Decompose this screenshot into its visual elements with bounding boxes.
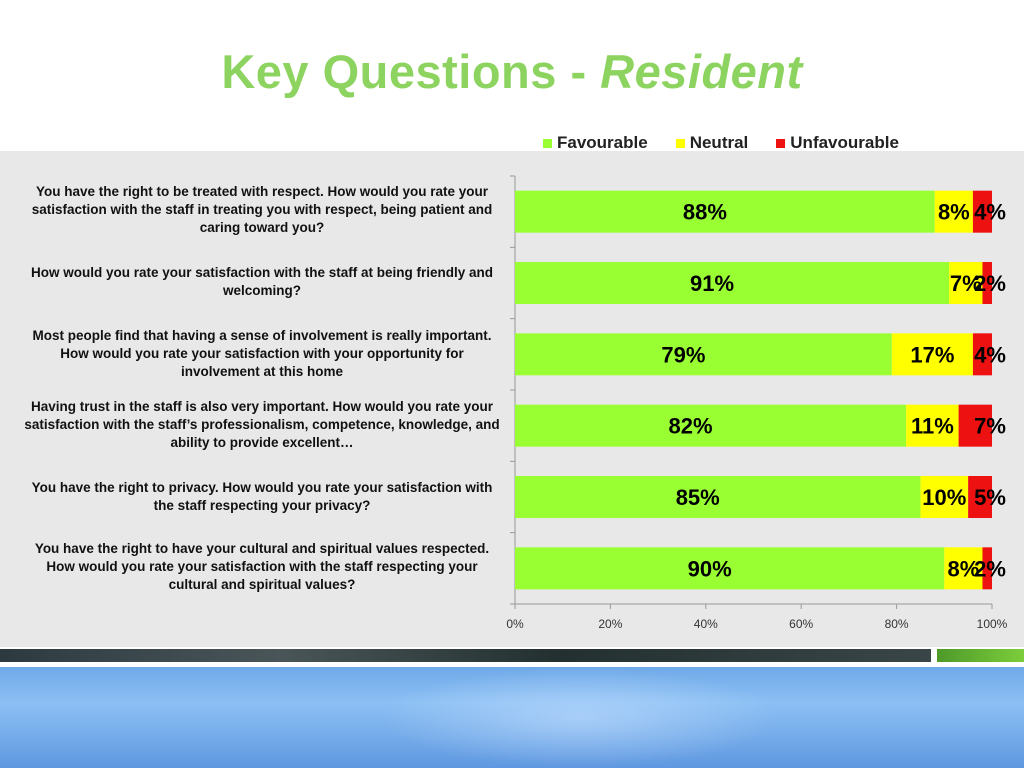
bar-segment-neutral (944, 547, 983, 590)
bar-segment-neutral (920, 476, 969, 518)
bar-segment-unfavourable (972, 190, 992, 233)
legend-item-favourable: Favourable (543, 133, 648, 153)
data-label-unfavourable: 4% (974, 200, 1006, 225)
bar-segment-favourable (515, 262, 950, 304)
data-label-neutral: 7% (950, 271, 982, 296)
x-tick-label: 40% (694, 617, 718, 631)
data-label-neutral: 11% (911, 414, 954, 439)
legend-label-neutral: Neutral (689, 133, 749, 152)
x-tick-label: 0% (506, 617, 524, 631)
bar-segment-unfavourable (982, 547, 992, 590)
bar-segment-unfavourable (972, 333, 992, 376)
title-main: Key Questions - (221, 45, 601, 98)
bar-segment-unfavourable (968, 476, 992, 518)
data-label-favourable: 90% (688, 556, 732, 581)
question-label: You have the right to privacy. How would… (31, 480, 493, 513)
data-label-neutral: 17% (910, 342, 954, 367)
data-label-favourable: 82% (669, 414, 713, 439)
bar-segment-favourable (515, 333, 892, 376)
data-label-unfavourable: 7% (974, 414, 1006, 439)
data-label-neutral: 10% (922, 485, 966, 510)
stacked-bar-chart: 0% 20% 40% 60% 80% 100%88% 8% 4%91% 7%2%79% 17% 4%… (506, 175, 1008, 631)
data-label-unfavourable: 2% (974, 556, 1006, 581)
data-label-neutral: 8% (947, 556, 979, 581)
question-label: You have the right to be treated with re… (31, 184, 493, 235)
legend-swatch-neutral (675, 138, 685, 148)
legend-item-neutral: Neutral (675, 133, 749, 153)
chart-panel: You have the right to be treated with re… (0, 151, 1024, 647)
data-label-unfavourable: 4% (974, 342, 1006, 367)
page-title: Key Questions - Resident (0, 44, 1024, 99)
question-label: You have the right to have your cultural… (34, 541, 490, 592)
data-label-neutral: 8% (938, 200, 970, 225)
x-tick-label: 20% (598, 617, 622, 631)
data-label-favourable: 79% (661, 342, 705, 367)
bar-segment-favourable (515, 404, 907, 447)
data-label-favourable: 85% (676, 485, 720, 510)
footer-green-band (937, 649, 1024, 662)
legend-label-favourable: Favourable (557, 133, 648, 152)
x-tick-label: 80% (885, 617, 909, 631)
bar-segment-favourable (515, 547, 945, 590)
legend-label-unfavourable: Unfavourable (790, 133, 899, 152)
legend-item-unfavourable: Unfavourable (776, 133, 899, 153)
question-label: How would you rate your satisfaction wit… (30, 265, 494, 298)
bar-segment-favourable (515, 476, 921, 518)
data-label-unfavourable: 2% (974, 271, 1006, 296)
bar-segment-neutral (906, 404, 959, 447)
legend-swatch-favourable (543, 138, 552, 148)
bar-segment-unfavourable (958, 404, 992, 447)
footer-dark-band (0, 649, 931, 662)
bar-segment-neutral (949, 262, 983, 304)
footer-blue-glow (380, 667, 780, 768)
bar-segment-neutral (934, 190, 973, 233)
data-label-unfavourable: 5% (974, 485, 1006, 510)
question-label: Most people find that having a sense of … (32, 328, 492, 379)
chart-legend: Favourable Neutral Unfavourable (543, 133, 927, 153)
bar-segment-neutral (891, 333, 973, 376)
question-label: Having trust in the staff is also very i… (24, 399, 500, 450)
data-label-favourable: 88% (683, 200, 727, 225)
title-italic: Resident (600, 45, 803, 98)
legend-swatch-unfavourable (776, 138, 786, 148)
x-tick-label: 100% (977, 617, 1008, 631)
bar-segment-unfavourable (982, 262, 992, 304)
data-label-favourable: 91% (690, 271, 734, 296)
bar-segment-favourable (515, 190, 935, 233)
x-tick-label: 60% (789, 617, 813, 631)
